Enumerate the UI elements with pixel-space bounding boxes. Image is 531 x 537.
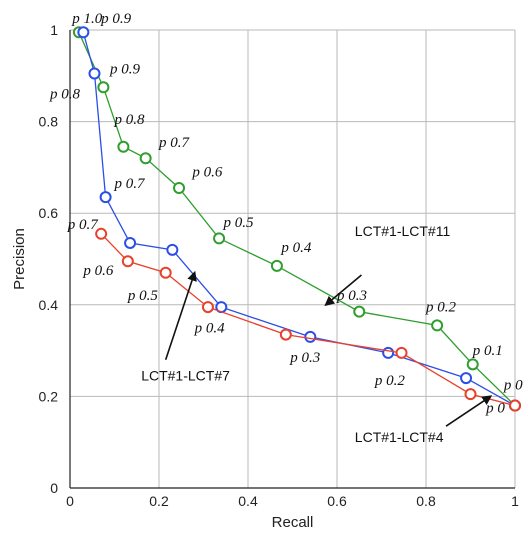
callout-arrow xyxy=(445,395,493,427)
series-callout-label: LCT#1-LCT#11 xyxy=(355,223,451,239)
y-tick-label: 1 xyxy=(50,22,58,38)
data-point xyxy=(166,243,179,256)
threshold-label: p 0.2 xyxy=(374,373,406,389)
data-point xyxy=(353,305,366,318)
x-tick-label: 0.2 xyxy=(149,493,169,509)
threshold-label: p 0.1 xyxy=(472,343,503,359)
y-tick-label: 0.2 xyxy=(39,388,59,404)
threshold-label: p 0.5 xyxy=(223,215,255,231)
threshold-label: p 0.4 xyxy=(194,320,226,336)
data-point xyxy=(395,346,408,359)
data-point xyxy=(279,328,292,341)
threshold-label: p 0.7 xyxy=(67,217,100,233)
threshold-label: p 0.6 xyxy=(191,165,223,181)
data-point xyxy=(95,227,108,240)
axes: 0 0.2 0.4 0.6 0.8 1 0 0.2 0.4 0.6 0.8 1 xyxy=(39,22,520,509)
data-point xyxy=(382,346,395,359)
series-2 xyxy=(77,26,521,412)
callout-arrow xyxy=(164,270,197,361)
data-point xyxy=(460,372,473,385)
series-line xyxy=(100,233,516,407)
threshold-label: p 0.3 xyxy=(289,350,320,366)
y-tick-label: 0.6 xyxy=(39,205,59,221)
threshold-label: p 0.2 xyxy=(425,300,457,316)
data-point xyxy=(304,330,317,343)
data-point xyxy=(464,388,477,401)
x-tick-label: 0.6 xyxy=(327,493,347,509)
threshold-label: p 0.6 xyxy=(82,263,114,279)
x-axis-label: Recall xyxy=(272,514,314,531)
series-callout-label: LCT#1-LCT#4 xyxy=(355,429,444,445)
data-point xyxy=(88,67,101,80)
threshold-label: p 0.7 xyxy=(158,135,191,151)
data-point xyxy=(270,259,283,272)
data-point xyxy=(97,81,110,94)
threshold-label: p 0.8 xyxy=(114,112,146,128)
data-point xyxy=(466,358,479,371)
data-point xyxy=(121,255,134,268)
threshold-label: p 1.0 xyxy=(71,11,103,27)
threshold-label: p 0 xyxy=(485,400,505,416)
callouts: LCT#1-LCT#11 LCT#1-LCT#7 LCT#1-LCT#4 xyxy=(141,223,493,445)
x-tick-label: 1 xyxy=(511,493,519,509)
x-tick-label: 0.8 xyxy=(416,493,436,509)
data-point xyxy=(509,399,521,412)
data-point xyxy=(139,152,152,165)
threshold-label: p 0.9 xyxy=(109,62,141,78)
x-tick-label: 0.4 xyxy=(238,493,258,509)
series-callout-label: LCT#1-LCT#7 xyxy=(141,367,230,383)
threshold-label: p 0 xyxy=(503,378,523,394)
threshold-label: p 0.5 xyxy=(127,288,159,304)
series-3 xyxy=(95,227,521,412)
data-point xyxy=(124,236,137,249)
annotations: p 1.0p 0.9p 0.9p 0.8p 0.8p 0.7p 0.6p 0.7… xyxy=(49,11,523,416)
data-point xyxy=(159,266,172,279)
data-point xyxy=(99,191,112,204)
callout-arrow xyxy=(324,274,362,307)
threshold-label: p 0.9 xyxy=(100,11,131,27)
data-point xyxy=(77,26,90,39)
series-line xyxy=(82,32,516,407)
y-tick-label: 0.8 xyxy=(39,114,59,130)
y-tick-label: 0.4 xyxy=(39,297,59,313)
threshold-label: p 0.3 xyxy=(336,288,367,304)
threshold-label: p 0.4 xyxy=(280,240,312,256)
data-point xyxy=(431,319,444,332)
series-layer xyxy=(72,26,521,412)
grid-lines xyxy=(70,29,516,488)
data-point xyxy=(201,301,214,314)
data-point xyxy=(117,140,130,153)
x-tick-label: 0 xyxy=(66,493,74,509)
threshold-label: p 0.8 xyxy=(49,87,81,103)
y-tick-label: 0 xyxy=(50,480,58,496)
threshold-label: p 0.7 xyxy=(114,176,147,192)
data-point xyxy=(173,182,186,195)
y-axis-label: Precision xyxy=(11,228,28,290)
data-point xyxy=(213,232,226,245)
